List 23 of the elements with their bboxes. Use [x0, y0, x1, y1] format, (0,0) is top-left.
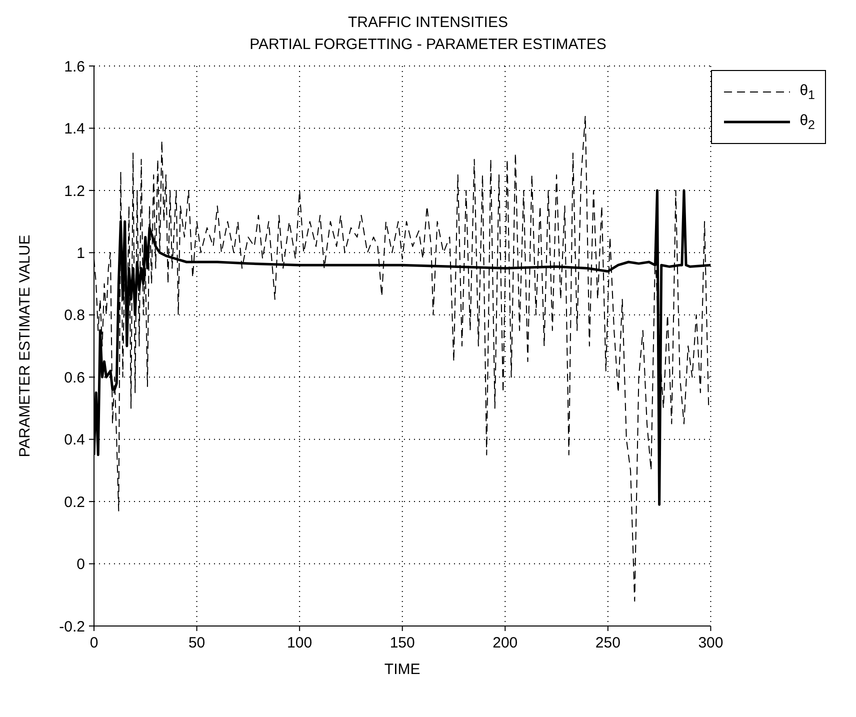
y-tick-label: 1.4 [64, 120, 85, 138]
chart-subtitle: PARTIAL FORGETTING - PARAMETER ESTIMATES [248, 35, 608, 55]
legend-label: θ$_{2}$ [800, 112, 815, 132]
x-tick-label: 100 [287, 634, 312, 652]
y-tick-label: -0.2 [59, 618, 85, 636]
y-tick-label: 0.2 [64, 494, 85, 511]
y-tick-label: 1.2 [64, 182, 85, 200]
y-tick-label: 1.6 [64, 58, 85, 76]
x-axis-title: TIME [384, 661, 420, 678]
y-tick-label: 0.8 [64, 307, 85, 324]
legend-label: θ$_{1}$ [800, 82, 815, 102]
x-tick-label: 250 [595, 634, 620, 652]
chart-title: TRAFFIC INTENSITIES [346, 13, 509, 33]
x-tick-label: 300 [698, 634, 724, 652]
y-tick-label: 0 [76, 556, 85, 574]
x-tick-label: 50 [188, 634, 206, 652]
x-tick-label: 150 [390, 634, 415, 652]
y-tick-label: 1 [76, 244, 85, 262]
y-tick-label: 0.4 [64, 432, 85, 449]
y-tick-label: 0.6 [64, 369, 85, 386]
x-tick-label: 0 [90, 634, 98, 652]
y-axis-title: PARAMETER ESTIMATE VALUE [16, 234, 34, 458]
x-tick-label: 200 [492, 634, 518, 652]
